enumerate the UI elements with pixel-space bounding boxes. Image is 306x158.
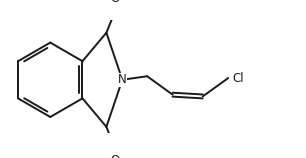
Text: N: N	[118, 73, 127, 86]
Text: Cl: Cl	[233, 72, 244, 85]
Text: O: O	[111, 155, 120, 158]
Text: O: O	[111, 0, 120, 5]
